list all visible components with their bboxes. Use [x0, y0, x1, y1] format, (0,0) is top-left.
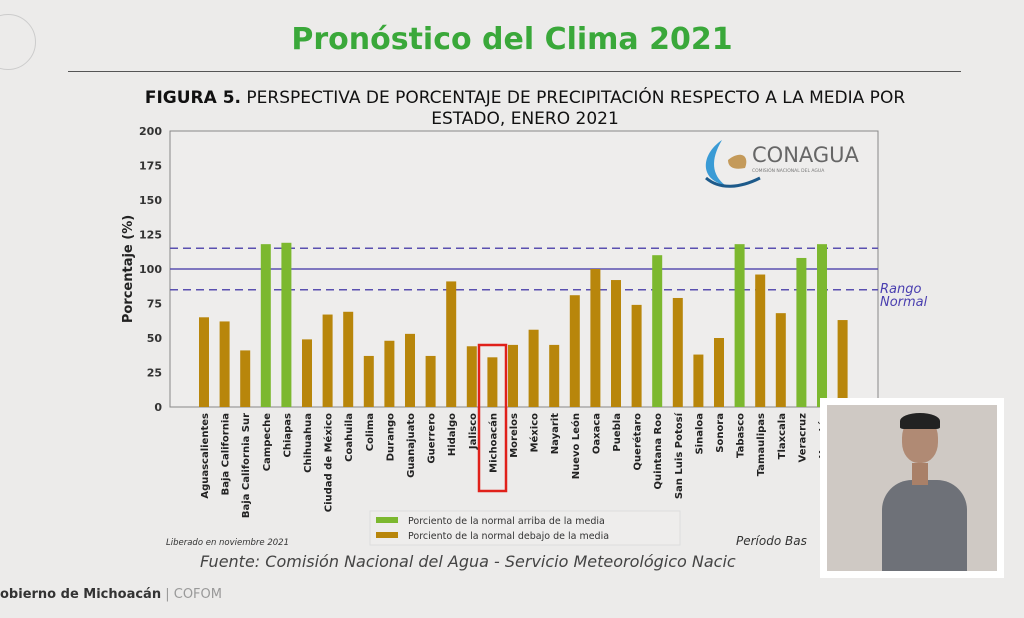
y-tick-label: 125: [139, 229, 162, 242]
bar-hidalgo: [446, 281, 457, 407]
x-tick-label: Nuevo León: [570, 413, 582, 479]
y-tick-label: 100: [139, 263, 162, 276]
x-tick-label: Coahuila: [344, 413, 355, 462]
range-label-2: Normal: [880, 295, 928, 310]
range-label-1: Rango: [880, 282, 921, 297]
x-tick-label: Sinaloa: [694, 413, 705, 455]
conagua-name: CONAGUA: [752, 143, 860, 167]
y-tick-label: 150: [139, 194, 162, 207]
x-tick-label: Tabasco: [736, 413, 747, 458]
x-tick-label: Guerrero: [427, 413, 438, 464]
footer-unit: COFOM: [173, 587, 222, 602]
x-tick-label: Querétaro: [632, 413, 644, 471]
x-tick-label: Oaxaca: [591, 413, 602, 454]
x-tick-label: Tamaulipas: [756, 413, 767, 476]
bar-guanajuato: [405, 333, 415, 407]
bar-tamaulipas: [755, 274, 766, 407]
conagua-logo: CONAGUA COMISIÓN NACIONAL DEL AGUA: [705, 140, 860, 188]
bar-sonora: [714, 338, 724, 407]
bar-puebla: [611, 280, 621, 407]
page-title: Pronóstico del Clima 2021: [291, 22, 733, 57]
bar-baja-california-sur: [240, 350, 251, 407]
legend-swatch-below: [376, 532, 398, 538]
base-period: Período Bas: [736, 534, 807, 548]
x-tick-label: Nayarit: [550, 413, 561, 454]
source-note: Fuente: Comisión Nacional del Agua - Ser…: [200, 552, 736, 571]
bar-michoacan: [487, 357, 498, 407]
x-tick-label: Chihuahua: [303, 413, 314, 473]
bar-durango: [384, 340, 395, 407]
x-tick-label: Aguascalientes: [200, 413, 211, 499]
bar-colima: [363, 355, 374, 407]
sign-language-interpreter-video: [820, 398, 1004, 578]
x-tick-label: Quintana Roo: [653, 413, 664, 490]
x-tick-label: Baja California Sur: [241, 413, 252, 518]
x-tick-label: Veracruz: [797, 413, 808, 463]
bar-nuevo-leon: [569, 295, 580, 407]
bar-yucatan: [817, 244, 827, 407]
bar-oaxaca: [590, 269, 601, 407]
bar-coahuila: [343, 311, 354, 407]
x-tick-label: Morelos: [509, 413, 520, 458]
x-tick-label: Ciudad de México: [323, 413, 335, 512]
x-tick-label: Puebla: [612, 413, 623, 452]
title-divider: [68, 71, 961, 72]
bar-zacatecas: [837, 320, 848, 407]
bar-quintana-roo: [652, 255, 663, 407]
bar-baja-california: [219, 321, 230, 407]
x-tick-label: San Luis Potosí: [673, 412, 685, 499]
x-tick-label: México: [529, 413, 541, 453]
bar-aguascalientes: [199, 317, 209, 407]
footer-org: obierno de Michoacán: [0, 587, 162, 602]
y-tick-label: 200: [139, 125, 162, 138]
y-tick-label: 25: [147, 367, 162, 380]
x-tick-label: Durango: [385, 413, 396, 461]
y-axis-label: Porcentaje (%): [121, 215, 136, 323]
x-tick-label: Sonora: [715, 413, 726, 453]
conagua-subtitle: COMISIÓN NACIONAL DEL AGUA: [752, 167, 825, 174]
released-note: Liberado en noviembre 2021: [166, 538, 289, 548]
bar-san-luis-potosi: [672, 297, 683, 407]
bar-chihuahua: [302, 339, 312, 407]
y-tick-label: 0: [154, 401, 162, 414]
bar-guerrero: [425, 355, 436, 407]
figure-label: FIGURA 5.: [144, 88, 242, 108]
x-tick-label: Hidalgo: [447, 413, 458, 456]
legend-above: Porciento de la normal arriba de la medi…: [408, 516, 605, 527]
legend: Porciento de la normal arriba de la medi…: [369, 510, 681, 546]
footer-separator: |: [165, 587, 170, 602]
legend-below: Porciento de la normal debajo de la medi…: [408, 531, 609, 542]
conagua-wave-icon: [705, 140, 725, 185]
x-tick-label: Baja California: [221, 413, 232, 495]
bar-chiapas: [281, 242, 292, 407]
bar-nayarit: [549, 344, 560, 407]
michoacan-highlight-box: [477, 343, 508, 493]
bar-jalisco: [466, 346, 477, 407]
bar-morelos: [508, 344, 518, 407]
x-tick-label: Guanajuato: [406, 413, 417, 478]
figure-title: FIGURA 5. PERSPECTIVA DE PORCENTAJE DE P…: [80, 88, 970, 130]
x-tick-label: Chiapas: [282, 413, 293, 458]
figure-title-line2: ESTADO, ENERO 2021: [431, 109, 619, 129]
x-tick-label: Campeche: [262, 413, 273, 471]
y-tick-label: 75: [147, 298, 162, 311]
footer: obierno de Michoacán | COFOM: [0, 587, 222, 602]
y-tick-label: 50: [147, 332, 163, 345]
bar-queretaro: [631, 304, 642, 407]
bar-ciudad-de-mexico: [322, 314, 333, 407]
figure-title-line1: PERSPECTIVA DE PORCENTAJE DE PRECIPITACI…: [246, 88, 906, 108]
y-tick-label: 175: [139, 160, 162, 173]
x-tick-label: Jalisco: [468, 413, 479, 450]
x-tick-label: Michoacán: [487, 413, 499, 473]
bar-campeche: [260, 244, 271, 407]
bar-tlaxcala: [775, 313, 786, 407]
x-tick-label: Colima: [365, 413, 376, 451]
bar-tabasco: [734, 244, 745, 407]
bar-mexico: [528, 329, 539, 407]
bar-veracruz: [796, 257, 807, 407]
legend-swatch-above: [376, 517, 398, 523]
x-tick-label: Tlaxcala: [777, 413, 788, 459]
bar-sinaloa: [693, 354, 704, 407]
